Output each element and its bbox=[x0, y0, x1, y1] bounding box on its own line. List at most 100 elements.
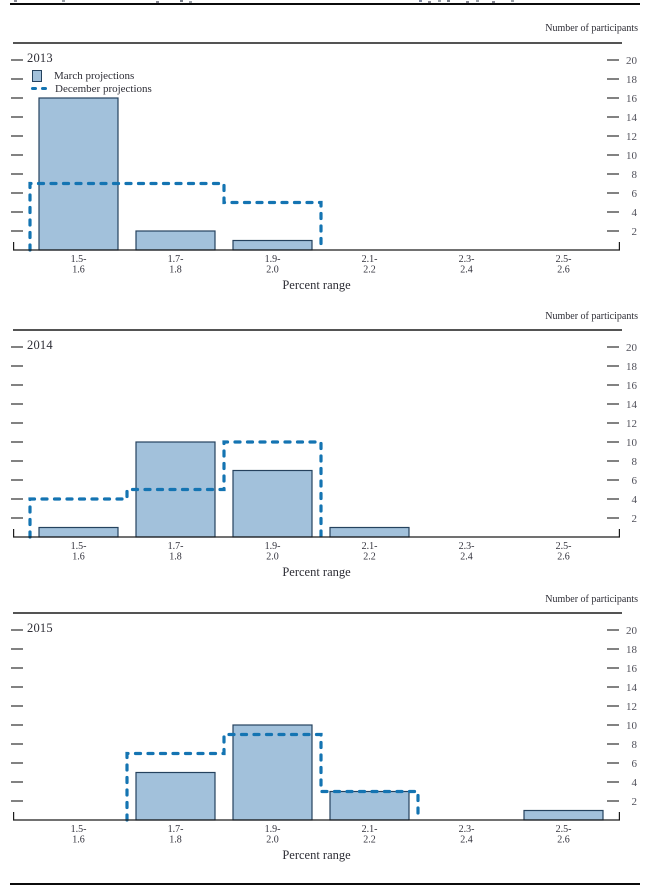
x-tick-label: 2.3- bbox=[459, 824, 475, 835]
march-bar-1.9–2.0 bbox=[232, 724, 313, 821]
y-tick-label: 8 bbox=[632, 739, 638, 751]
x-tick-label: 1.8 bbox=[169, 835, 182, 846]
y-tick-label: 20 bbox=[626, 625, 638, 637]
x-tick-label: 1.9- bbox=[265, 824, 281, 835]
y-tick-label: 4 bbox=[632, 777, 638, 789]
x-tick-label: 1.6 bbox=[72, 835, 85, 846]
march-bar-2.5–2.6 bbox=[523, 809, 604, 821]
x-tick-label: 2.5- bbox=[556, 541, 572, 552]
x-tick-label: 2.2 bbox=[363, 835, 376, 846]
histogram-2013: 2 4 6 8 10 12 14 16 18 20 1.5-1.6 1.7-1.8 1.9-2.0 2.1… bbox=[11, 42, 638, 276]
x-tick-label: 1.6 bbox=[72, 552, 85, 563]
bottom-rule bbox=[10, 883, 640, 885]
plot-area-2013: 2 4 6 8 10 12 14 16 18 20 1.5- 1.6 1.7- 1.8 1.9- 2.0 2.1… bbox=[0, 38, 647, 296]
y-tick-label: 4 bbox=[632, 207, 638, 219]
x-tick-label: 2.3- bbox=[459, 541, 475, 552]
december-dashed-swatch-icon bbox=[31, 86, 47, 91]
plot-area-2014: 2 4 6 8 10 12 14 16 18 20 1.5- 1.6 1.7- 1.8 1.9- 2.0 2.1… bbox=[0, 325, 647, 583]
right-axis-title: Number of participants bbox=[545, 594, 638, 605]
x-tick-label: 1.9- bbox=[265, 254, 281, 265]
y-tick-label: 6 bbox=[632, 475, 638, 487]
y-tick-label: 10 bbox=[626, 150, 638, 162]
y-tick-label: 8 bbox=[632, 169, 638, 181]
right-axis-title: Number of participants bbox=[545, 23, 638, 34]
x-tick-label: 2.2 bbox=[363, 552, 376, 563]
december-projections-outline bbox=[125, 732, 420, 822]
x-tick-label: 2.5- bbox=[556, 254, 572, 265]
year-label: 2015 bbox=[27, 621, 53, 635]
x-tick-label: 1.5- bbox=[71, 541, 87, 552]
x-axis-title: Percent range bbox=[282, 848, 351, 862]
x-tick-label: 2.6 bbox=[557, 835, 570, 846]
y-tick-label: 12 bbox=[626, 701, 637, 713]
x-tick-label: 1.7- bbox=[168, 254, 184, 265]
march-bar-1.9–2.0 bbox=[232, 469, 313, 538]
y-tick-label: 2 bbox=[632, 796, 638, 808]
y-tick-label: 2 bbox=[632, 513, 638, 525]
x-tick-label: 2.0 bbox=[266, 265, 279, 276]
x-tick-label: 2.2 bbox=[363, 265, 376, 276]
y-tick-label: 20 bbox=[626, 342, 638, 354]
x-tick-label: 2.6 bbox=[557, 265, 570, 276]
y-tick-label: 18 bbox=[626, 644, 638, 656]
x-tick-label: 1.6 bbox=[72, 265, 85, 276]
x-tick-label: 2.5- bbox=[556, 824, 572, 835]
march-bar-1.7–1.8 bbox=[135, 230, 216, 251]
x-axis-title: Percent range bbox=[282, 565, 351, 579]
year-label: 2013 bbox=[27, 51, 53, 65]
axis-end-caps bbox=[13, 242, 620, 250]
y-tick-label: 12 bbox=[626, 131, 637, 143]
cropped-title-fragments bbox=[14, 0, 17, 2]
y-tick-label: 14 bbox=[626, 682, 638, 694]
y-tick-label: 20 bbox=[626, 55, 638, 67]
x-tick-label: 2.1- bbox=[362, 254, 378, 265]
x-tick-label: 2.1- bbox=[362, 824, 378, 835]
top-rule bbox=[10, 3, 640, 5]
march-bar-swatch-icon bbox=[32, 69, 42, 82]
histogram-2014: 2 4 6 8 10 12 14 16 18 20 1.5-1.6 1.7-1.8 1.9-2.0 2.1… bbox=[11, 329, 638, 563]
march-bar-1.7–1.8 bbox=[135, 771, 216, 821]
y-tick-label: 16 bbox=[626, 663, 638, 675]
y-tick-label: 14 bbox=[626, 399, 638, 411]
y-tick-label: 18 bbox=[626, 361, 638, 373]
x-axis-title: Percent range bbox=[282, 278, 351, 292]
y-tick-label: 18 bbox=[626, 74, 638, 86]
x-tick-label: 2.4 bbox=[460, 835, 473, 846]
y-tick-label: 10 bbox=[626, 437, 638, 449]
right-axis-title: Number of participants bbox=[545, 311, 638, 322]
y-tick-label: 8 bbox=[632, 456, 638, 468]
x-tick-label: 1.5- bbox=[71, 254, 87, 265]
december-projections-outline bbox=[28, 181, 323, 252]
chart-panel-2013: Number of participants 2 4 6 8 10 12 14 16 18 20 1… bbox=[0, 23, 647, 296]
y-tick-label: 16 bbox=[626, 380, 638, 392]
march-bar-2.1–2.2 bbox=[329, 526, 410, 538]
histogram-2015: 2 4 6 8 10 12 14 16 18 20 1.5-1.6 1.7-1.8 1.9-2.0 2.1… bbox=[11, 612, 638, 846]
december-projections-outline bbox=[28, 440, 323, 539]
x-tick-label: 1.8 bbox=[169, 265, 182, 276]
x-tick-label: 1.5- bbox=[71, 824, 87, 835]
chart-panel-2015: Number of participants 2 4 6 8 10 12 14 16 18 20 1… bbox=[0, 594, 647, 867]
legend-row-march: March projections bbox=[31, 69, 152, 82]
y-tick-label: 14 bbox=[626, 112, 638, 124]
march-bar-1.9–2.0 bbox=[232, 239, 313, 251]
y-tick-label: 16 bbox=[626, 93, 638, 105]
x-tick-label: 2.4 bbox=[460, 265, 473, 276]
y-tick-label: 6 bbox=[632, 188, 638, 200]
legend-march-label: March projections bbox=[54, 69, 135, 82]
x-tick-label: 1.9- bbox=[265, 541, 281, 552]
x-tick-label: 2.6 bbox=[557, 552, 570, 563]
legend-december-label: December projections bbox=[55, 82, 152, 95]
x-tick-label: 2.4 bbox=[460, 552, 473, 563]
chart-panel-2014: Number of participants 2 4 6 8 10 12 14 16 18 20 1… bbox=[0, 311, 647, 584]
march-bar-1.5–1.6 bbox=[38, 526, 119, 538]
y-tick-label: 2 bbox=[632, 226, 638, 238]
legend: March projections December projections bbox=[31, 69, 152, 95]
x-tick-label: 2.1- bbox=[362, 541, 378, 552]
x-tick-label: 1.7- bbox=[168, 824, 184, 835]
axis-end-caps bbox=[13, 529, 620, 537]
x-tick-label: 2.0 bbox=[266, 835, 279, 846]
x-tick-label: 2.0 bbox=[266, 552, 279, 563]
legend-row-december: December projections bbox=[31, 82, 152, 95]
x-tick-label: 1.7- bbox=[168, 541, 184, 552]
